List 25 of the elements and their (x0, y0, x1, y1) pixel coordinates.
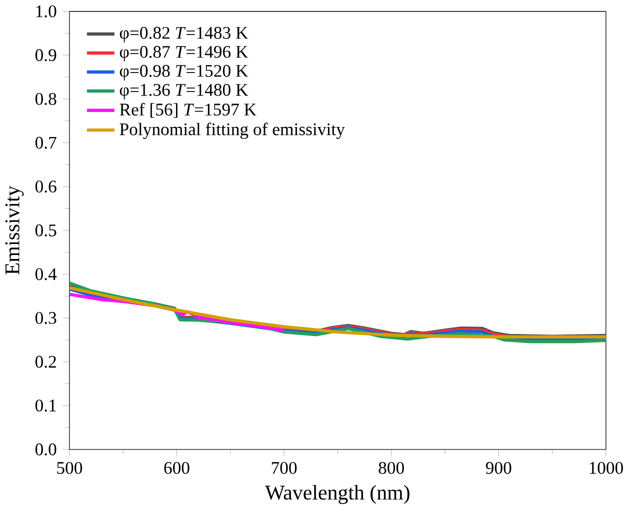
x-axis-title: Wavelength (nm) (265, 484, 410, 504)
y-tick-label: 0.4 (35, 268, 57, 280)
y-tick-label: 0.5 (35, 224, 56, 236)
x-tick-label: 1000 (590, 462, 623, 474)
y-tick-label: 0.9 (35, 49, 56, 62)
y-tick-label: 0.3 (35, 312, 56, 324)
y-tick-label: 0.8 (35, 92, 56, 105)
y-tick-label: 0.6 (35, 180, 56, 192)
legend-label: φ=0.87 T=1496 K (120, 46, 248, 62)
y-tick-label: 0.7 (35, 136, 56, 149)
y-tick-label: 0.2 (35, 356, 56, 368)
x-tick-label: 600 (164, 462, 190, 474)
x-tick-label: 500 (57, 462, 82, 474)
x-tick-label: 800 (378, 462, 404, 474)
y-tick-label: 1.0 (36, 5, 56, 18)
y-tick-label: 0.0 (35, 443, 56, 456)
y-axis-title: Emissivity (5, 186, 24, 274)
legend-label: Ref [56] T=1597 K (120, 102, 256, 118)
x-tick-label: 700 (272, 462, 297, 474)
y-tick-label: 0.1 (35, 399, 56, 412)
x-tick-label: 900 (486, 462, 512, 474)
legend-label: φ=0.82 T=1483 K (120, 26, 248, 42)
legend-label: Polynomial fitting of emissivity (120, 122, 345, 139)
legend-label: φ=0.98 T=1520 K (120, 64, 248, 80)
legend-label: φ=1.36 T=1480 K (120, 84, 248, 100)
